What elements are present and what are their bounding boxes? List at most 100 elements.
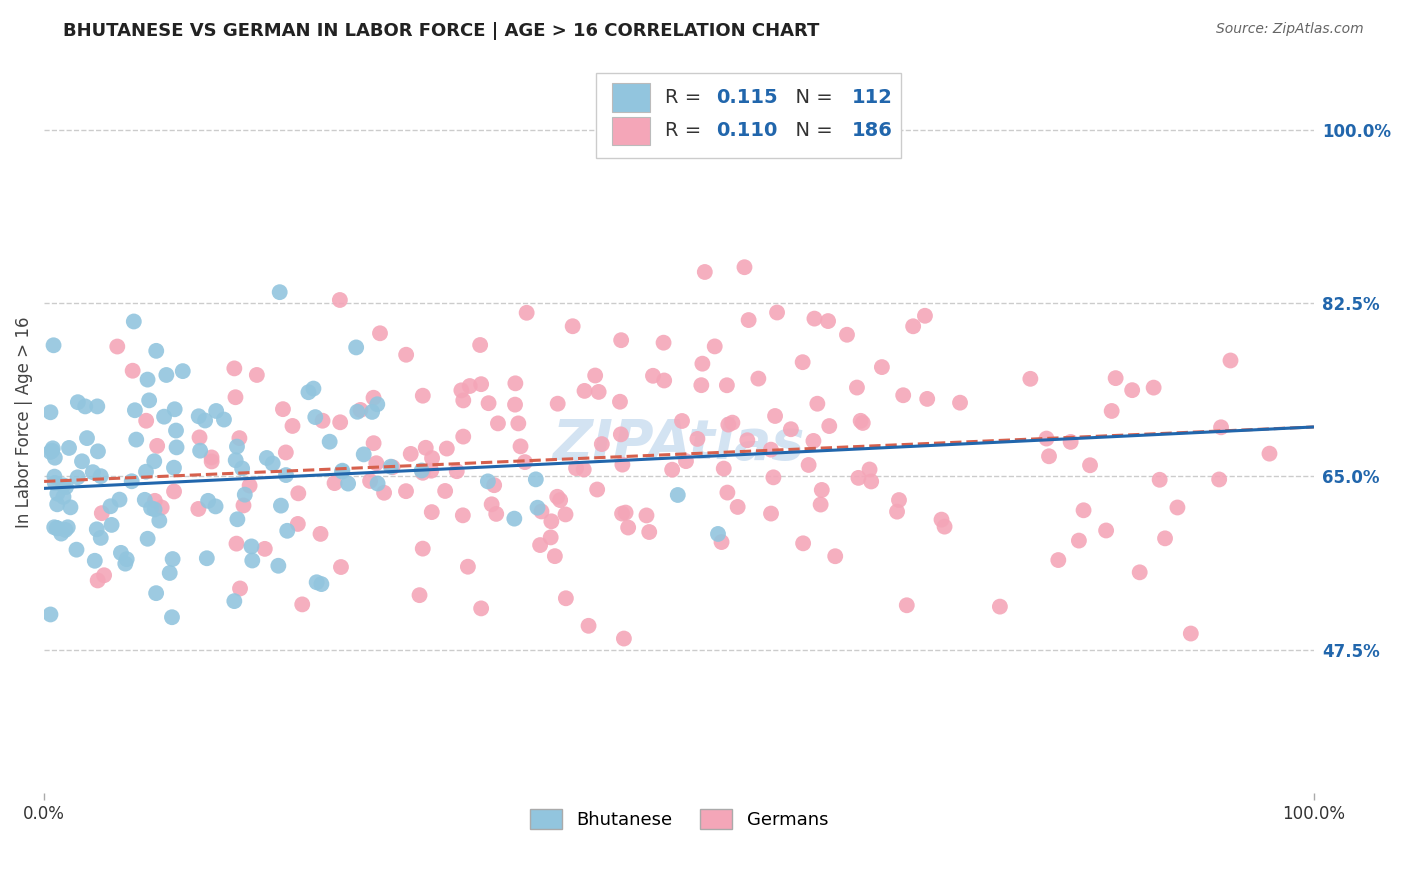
Point xyxy=(949,395,972,409)
Point xyxy=(451,508,474,523)
Point xyxy=(457,559,479,574)
Text: 0.110: 0.110 xyxy=(716,121,778,140)
Point xyxy=(818,419,841,434)
Point xyxy=(240,553,263,567)
Point xyxy=(835,327,858,342)
Point xyxy=(848,471,870,485)
Point xyxy=(138,393,160,408)
Point xyxy=(87,444,110,458)
Point xyxy=(434,483,457,498)
Point xyxy=(42,442,65,456)
Point xyxy=(304,410,326,425)
Point xyxy=(395,348,418,362)
Point xyxy=(309,527,332,541)
Point xyxy=(134,492,156,507)
Point xyxy=(1129,566,1152,580)
Point xyxy=(44,475,66,490)
Point xyxy=(516,306,538,320)
Point xyxy=(267,558,290,573)
Point xyxy=(187,409,209,424)
Point xyxy=(554,591,576,606)
Point xyxy=(485,507,508,521)
Point xyxy=(115,552,138,566)
Point xyxy=(824,549,846,564)
Point xyxy=(395,484,418,499)
Point xyxy=(572,462,595,476)
Point xyxy=(446,464,468,478)
Point xyxy=(146,439,169,453)
Point xyxy=(1095,524,1118,538)
Point xyxy=(163,402,186,417)
Point xyxy=(224,390,246,404)
Point xyxy=(713,461,735,475)
Point xyxy=(546,490,568,504)
Point xyxy=(547,397,569,411)
Point xyxy=(1121,383,1143,397)
Text: N =: N = xyxy=(783,88,839,107)
Point xyxy=(817,314,839,328)
Point xyxy=(66,395,89,409)
Point xyxy=(803,311,825,326)
Point xyxy=(381,460,404,475)
Point xyxy=(887,493,910,508)
Point xyxy=(86,574,108,588)
Point xyxy=(806,397,828,411)
Point xyxy=(896,599,918,613)
Point xyxy=(526,500,548,515)
Point xyxy=(759,442,782,457)
Point xyxy=(46,497,69,511)
Point xyxy=(105,339,128,353)
Point xyxy=(262,457,284,471)
Point xyxy=(1219,353,1241,368)
Point xyxy=(1143,381,1166,395)
Point xyxy=(59,500,82,515)
Point xyxy=(366,397,388,411)
Point xyxy=(574,384,596,398)
Point xyxy=(75,400,97,414)
Point xyxy=(302,382,325,396)
Point xyxy=(46,486,69,500)
Point xyxy=(586,483,609,497)
Point xyxy=(226,440,249,454)
Point xyxy=(233,488,256,502)
Point xyxy=(163,484,186,499)
Point xyxy=(513,455,536,469)
Point xyxy=(1166,500,1188,515)
Point xyxy=(652,335,675,350)
Point xyxy=(121,364,143,378)
Point xyxy=(65,542,87,557)
Point xyxy=(110,546,132,560)
Point xyxy=(690,378,713,392)
Point xyxy=(297,385,319,400)
Point xyxy=(412,541,434,556)
Point xyxy=(780,422,803,436)
Point xyxy=(346,405,368,419)
Point xyxy=(565,461,588,475)
Point xyxy=(143,454,166,468)
Point xyxy=(44,469,66,483)
Point xyxy=(852,416,875,430)
Point xyxy=(108,492,131,507)
Point xyxy=(41,443,63,458)
Point xyxy=(614,506,637,520)
Point xyxy=(86,522,108,536)
Point xyxy=(931,513,953,527)
Point xyxy=(588,384,610,399)
Point xyxy=(311,577,333,591)
Point xyxy=(420,464,443,478)
Legend: Bhutanese, Germans: Bhutanese, Germans xyxy=(523,802,835,837)
Point xyxy=(291,598,314,612)
Point xyxy=(121,475,143,489)
Point xyxy=(172,364,194,378)
Point xyxy=(717,417,740,432)
Point xyxy=(70,454,93,468)
Text: R =: R = xyxy=(665,121,707,140)
Point xyxy=(148,514,170,528)
Point xyxy=(225,453,247,467)
Point xyxy=(330,465,353,479)
Point xyxy=(737,434,759,448)
Point xyxy=(188,443,211,458)
Point xyxy=(52,478,75,492)
Point xyxy=(554,508,576,522)
Point xyxy=(125,433,148,447)
